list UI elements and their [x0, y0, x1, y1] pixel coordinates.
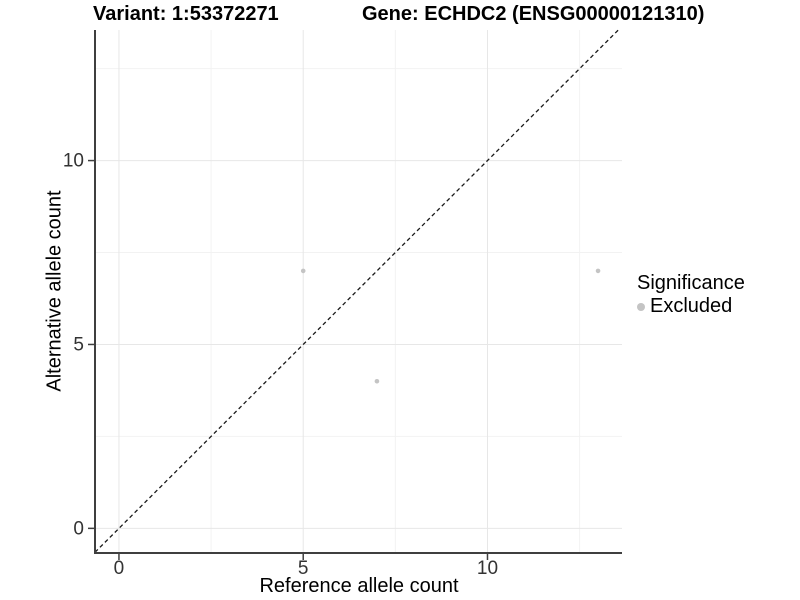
x-tick-label: 0 [114, 558, 125, 579]
legend-title: Significance [637, 272, 745, 294]
y-tick-label: 0 [73, 518, 84, 539]
x-tick-label: 5 [298, 558, 309, 579]
data-point [300, 268, 306, 274]
variant-title: Variant: 1:53372271 [93, 3, 279, 25]
y-axis-title: Alternative allele count [43, 190, 66, 392]
x-axis-title: Reference allele count [259, 575, 459, 597]
legend-point-icon [637, 302, 645, 311]
y-tick-label: 5 [73, 334, 84, 355]
data-point [374, 378, 380, 384]
y-tick-label: 10 [63, 151, 84, 172]
identity-dashed-line [94, 29, 619, 553]
legend: Significance Excluded [637, 272, 745, 318]
legend-item-excluded: Excluded [637, 295, 745, 318]
legend-item-label: Excluded [650, 295, 733, 317]
data-point [595, 268, 601, 274]
gene-title: Gene: ECHDC2 (ENSG00000121310) [362, 3, 705, 25]
x-tick-label: 10 [477, 558, 498, 579]
